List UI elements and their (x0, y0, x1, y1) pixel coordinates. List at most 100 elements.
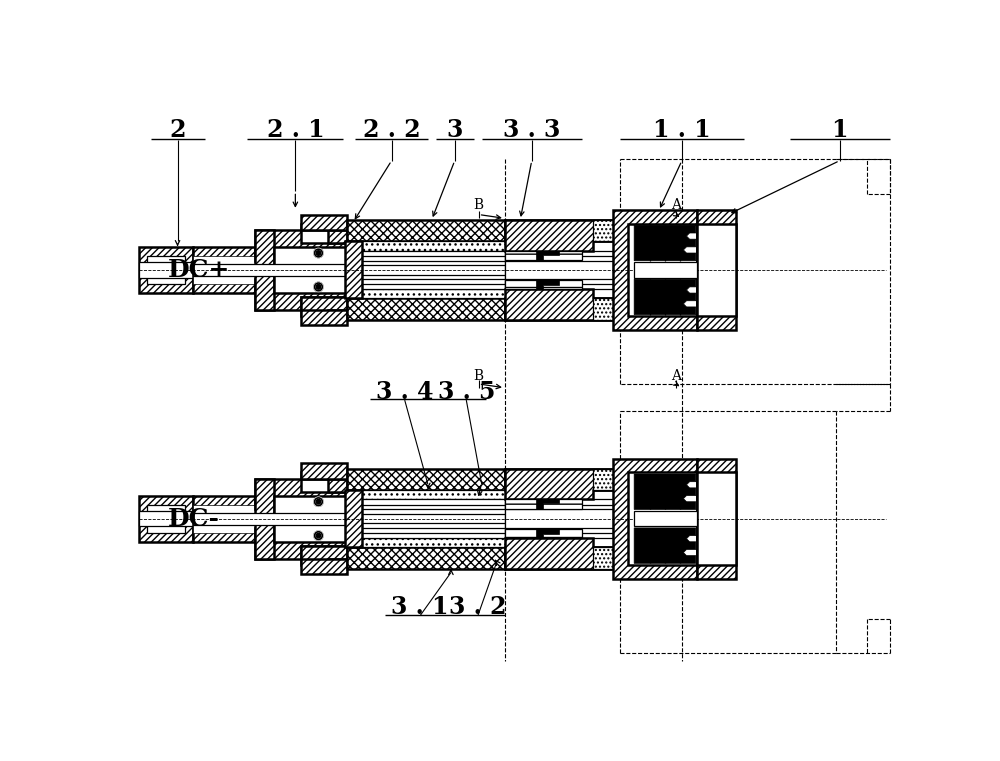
Polygon shape (536, 529, 559, 538)
Text: 2: 2 (169, 118, 186, 142)
Polygon shape (634, 528, 696, 563)
Polygon shape (536, 499, 559, 508)
Bar (193, 264, 424, 276)
Polygon shape (634, 474, 696, 509)
Polygon shape (505, 469, 613, 499)
Circle shape (314, 248, 323, 258)
Bar (634, 511, 697, 527)
Polygon shape (301, 297, 347, 316)
Bar (193, 505, 255, 533)
Bar (347, 220, 505, 241)
Bar (345, 490, 362, 547)
Text: B: B (474, 199, 484, 212)
Bar (347, 499, 505, 538)
Bar (697, 473, 736, 565)
Bar (505, 469, 613, 490)
Polygon shape (505, 289, 613, 320)
Bar (593, 469, 613, 490)
Bar (347, 289, 505, 298)
Bar (347, 547, 505, 568)
Bar (628, 224, 697, 316)
Bar (345, 241, 362, 298)
Bar (301, 310, 347, 326)
Bar (301, 215, 347, 230)
Bar (347, 241, 505, 250)
Circle shape (316, 285, 321, 289)
Polygon shape (255, 230, 347, 261)
Bar (347, 469, 505, 490)
Bar (347, 298, 505, 320)
Circle shape (314, 531, 323, 540)
Text: 2 . 1: 2 . 1 (267, 118, 324, 142)
Bar (301, 559, 347, 574)
Text: 2 . 2: 2 . 2 (363, 118, 420, 142)
Polygon shape (255, 279, 347, 310)
Polygon shape (536, 250, 559, 260)
Bar (593, 220, 613, 241)
Bar (347, 250, 505, 289)
Circle shape (314, 282, 323, 291)
Text: 3 . 4: 3 . 4 (376, 380, 433, 403)
Bar (193, 247, 255, 293)
Bar (505, 250, 613, 289)
Bar (193, 512, 424, 525)
Text: B: B (474, 369, 484, 384)
Circle shape (314, 497, 323, 506)
Polygon shape (301, 224, 347, 243)
Polygon shape (505, 220, 613, 250)
Bar (505, 220, 613, 241)
Bar (274, 495, 347, 542)
Polygon shape (255, 528, 347, 559)
Polygon shape (255, 479, 347, 509)
Polygon shape (634, 279, 696, 314)
Circle shape (316, 250, 321, 256)
Bar (193, 495, 255, 542)
Polygon shape (301, 473, 347, 492)
Bar (147, 256, 185, 284)
Text: DC+: DC+ (168, 258, 230, 282)
Bar (697, 224, 736, 316)
Circle shape (316, 499, 321, 504)
Bar (301, 463, 347, 479)
Text: 3: 3 (447, 118, 463, 142)
Bar (255, 230, 274, 310)
Bar (505, 529, 582, 538)
Text: 1: 1 (832, 118, 848, 142)
Text: 1 . 1: 1 . 1 (653, 118, 711, 142)
Bar (139, 511, 197, 527)
Bar (274, 247, 347, 293)
Bar (697, 459, 736, 578)
Bar (613, 459, 697, 578)
Bar (255, 479, 274, 559)
Bar (147, 505, 185, 533)
Bar (347, 490, 505, 499)
Text: 3 . 2: 3 . 2 (449, 595, 507, 619)
Text: DC-: DC- (168, 507, 219, 530)
Text: 3 . 3: 3 . 3 (503, 118, 560, 142)
Polygon shape (634, 225, 696, 261)
Circle shape (316, 533, 321, 538)
Bar (505, 250, 582, 260)
Circle shape (314, 282, 323, 291)
Bar (697, 210, 736, 330)
Text: A: A (671, 369, 681, 384)
Bar (593, 298, 613, 320)
Bar (634, 263, 697, 278)
Text: 3 . 5: 3 . 5 (438, 380, 495, 403)
Bar (139, 495, 193, 542)
Circle shape (314, 497, 323, 506)
Bar (505, 280, 582, 289)
Polygon shape (536, 280, 559, 289)
Text: A: A (671, 199, 681, 212)
Bar (505, 547, 613, 568)
Bar (139, 263, 197, 278)
Text: 3 . 1: 3 . 1 (391, 595, 449, 619)
Bar (613, 210, 697, 330)
Bar (139, 247, 193, 293)
Bar (505, 298, 613, 320)
Bar (347, 538, 505, 547)
Polygon shape (505, 538, 613, 568)
Bar (628, 473, 697, 565)
Circle shape (314, 531, 323, 540)
Bar (505, 499, 582, 508)
